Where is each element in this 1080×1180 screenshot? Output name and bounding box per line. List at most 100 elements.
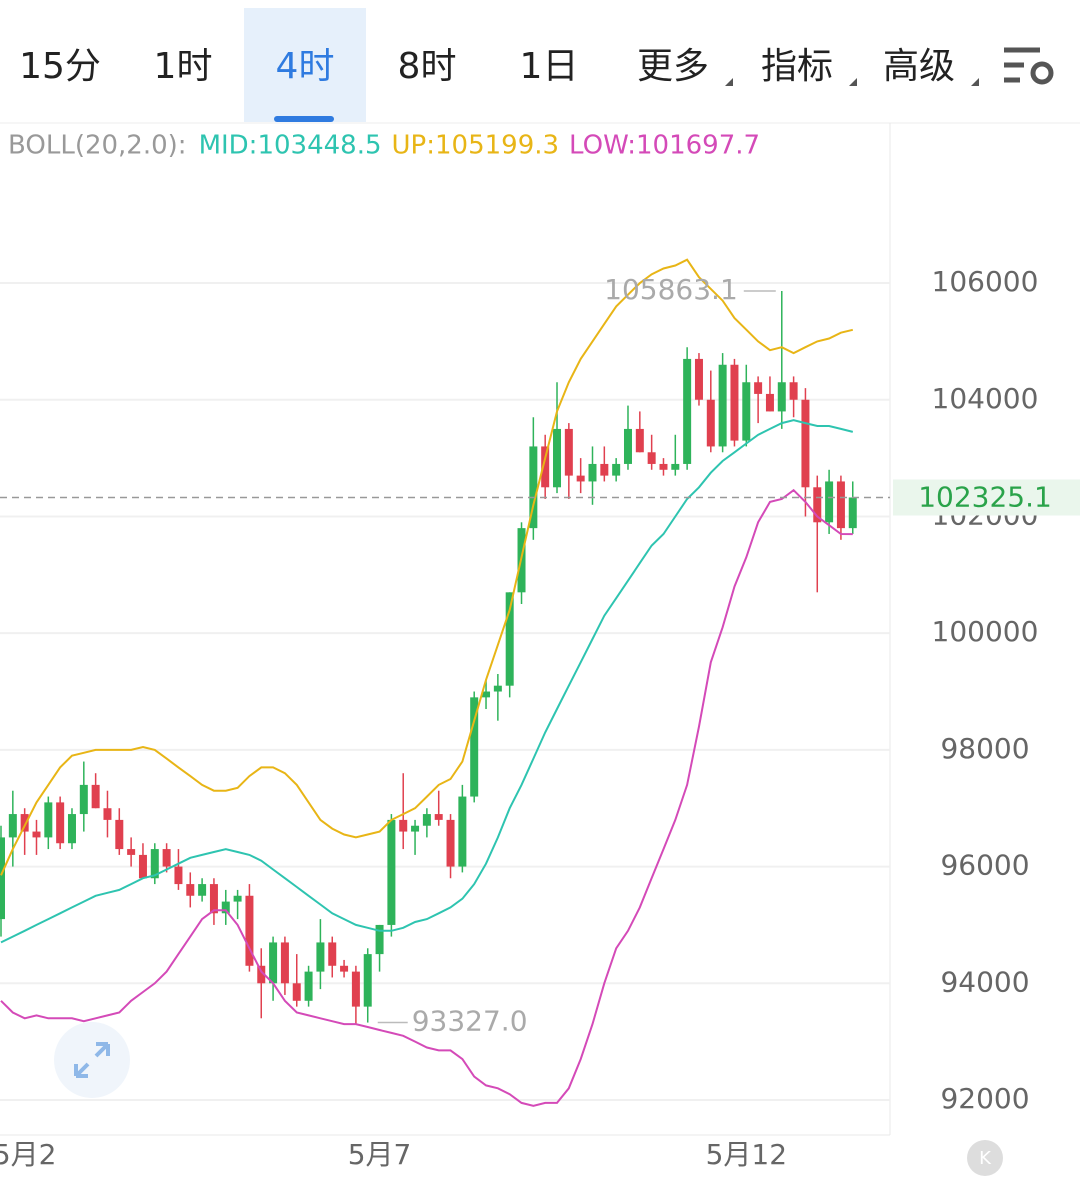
candle-body: [765, 393, 774, 412]
x-tick-label: 5月7: [348, 1138, 412, 1171]
candle-body: [399, 819, 408, 832]
candle-body: [600, 463, 609, 476]
candle-body: [564, 428, 573, 476]
last-price-box: [893, 479, 1080, 516]
candle-body: [363, 954, 372, 1007]
candle-body: [505, 592, 514, 686]
candle-body: [730, 364, 739, 441]
candle-body: [245, 895, 254, 966]
expand-button[interactable]: [54, 1022, 130, 1098]
candle-body: [777, 382, 786, 412]
candle-body: [647, 452, 656, 464]
candle-body: [801, 399, 810, 488]
active-tab-bg: [244, 8, 366, 122]
boll-line: [0, 258, 854, 876]
y-tick-label: 106000: [932, 265, 1039, 298]
candle-body: [706, 399, 715, 447]
candle-body: [683, 358, 692, 464]
candle-body: [115, 819, 124, 850]
candle-body: [257, 965, 266, 984]
dropdown-caret: [971, 78, 979, 86]
candle-body: [174, 866, 183, 885]
candle-body: [623, 428, 632, 464]
candle-body: [411, 825, 420, 832]
candle-body: [718, 364, 727, 447]
candle-body: [209, 884, 218, 914]
boll-line: [0, 488, 853, 1107]
candle-body: [470, 697, 479, 797]
candle-body: [32, 831, 41, 838]
candle-body: [375, 924, 384, 955]
candle-body: [553, 428, 562, 488]
candle-body: [233, 895, 242, 902]
dropdown-caret: [725, 78, 733, 86]
candle-body: [588, 463, 597, 482]
tab[interactable]: 1时: [154, 46, 213, 87]
tab[interactable]: 高级: [883, 46, 955, 87]
candle-body: [635, 428, 644, 453]
candle-body: [422, 814, 431, 826]
y-tick-label: 96000: [940, 849, 1029, 882]
annotation: 105863.1: [604, 273, 738, 306]
candle-body: [67, 814, 76, 844]
candle-body: [221, 901, 230, 914]
x-tick-label: 5月12: [706, 1138, 787, 1171]
indicator-value: UP:105199.3: [392, 131, 560, 161]
candle-body: [328, 942, 337, 966]
y-tick-label: 98000: [940, 732, 1029, 765]
candle-body: [458, 796, 467, 867]
candle-body: [304, 971, 313, 1001]
candle-body: [316, 942, 325, 972]
boll-line: [0, 419, 854, 944]
candle-body: [198, 884, 207, 896]
settings-icon[interactable]: [1004, 47, 1054, 85]
candle-body: [576, 475, 585, 482]
indicator-label: BOLL(20,2.0):: [8, 131, 187, 161]
tab[interactable]: 15分: [19, 46, 101, 87]
candle-body: [434, 814, 443, 820]
candle-body: [0, 837, 5, 920]
tab[interactable]: 8时: [398, 46, 457, 87]
candle-body: [292, 983, 301, 1001]
tab[interactable]: 指标: [761, 46, 833, 87]
candle-body: [446, 819, 455, 867]
candle-body: [825, 481, 834, 523]
expand-icon: [74, 1042, 110, 1078]
candle-body: [127, 849, 136, 855]
tab[interactable]: 更多: [637, 46, 709, 87]
candle-body: [813, 487, 822, 523]
candle-body: [340, 965, 349, 972]
candle-body: [671, 463, 680, 470]
candle-body: [44, 802, 53, 838]
y-tick-label: 104000: [932, 382, 1039, 415]
candle-body: [138, 854, 147, 879]
k-icon: K: [979, 1148, 992, 1169]
y-tick-label: 94000: [940, 965, 1029, 998]
candle-body: [541, 446, 550, 488]
candle-body: [387, 819, 396, 925]
candle-body: [56, 802, 65, 844]
candle-body: [754, 382, 763, 394]
candle-body: [529, 446, 538, 529]
candle-body: [836, 481, 845, 529]
tab[interactable]: 4时: [276, 46, 335, 87]
y-tick-label: 100000: [932, 615, 1039, 648]
k-button[interactable]: [967, 1140, 1003, 1176]
candle-body: [103, 808, 112, 820]
indicator-value: LOW:101697.7: [569, 131, 760, 161]
candle-body: [789, 382, 798, 400]
tab[interactable]: 1日: [520, 46, 579, 87]
candle-body: [91, 784, 100, 809]
candle-body: [280, 942, 289, 984]
candle-body: [742, 382, 751, 441]
candle-body: [150, 849, 159, 879]
candle-body: [8, 814, 17, 838]
last-price-label: 102325.1: [918, 480, 1052, 513]
candle-body: [659, 463, 668, 470]
candle-body: [20, 814, 29, 832]
indicator-value: MID:103448.5: [199, 131, 382, 161]
candle-body: [482, 691, 491, 698]
candle-body: [162, 849, 171, 867]
